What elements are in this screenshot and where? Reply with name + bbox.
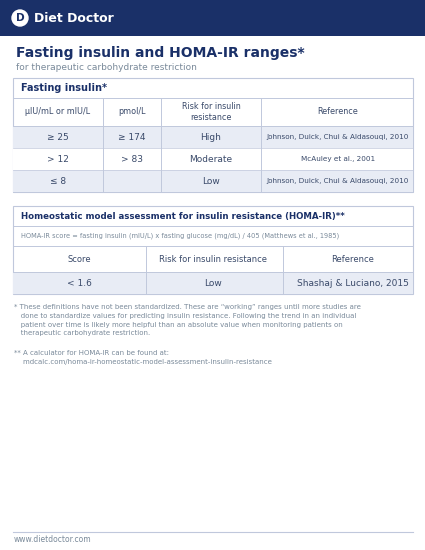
- Text: Johnson, Duick, Chui & Aldasouqi, 2010: Johnson, Duick, Chui & Aldasouqi, 2010: [267, 134, 409, 140]
- FancyBboxPatch shape: [13, 170, 413, 192]
- Text: < 1.6: < 1.6: [67, 278, 91, 288]
- FancyBboxPatch shape: [13, 206, 413, 294]
- Text: Risk for insulin resistance: Risk for insulin resistance: [159, 255, 267, 263]
- Text: ≤ 8: ≤ 8: [50, 177, 66, 185]
- Text: > 12: > 12: [47, 155, 69, 163]
- Text: High: High: [201, 133, 221, 141]
- FancyBboxPatch shape: [13, 148, 413, 170]
- Text: * These definitions have not been standardized. These are “working” ranges until: * These definitions have not been standa…: [14, 304, 361, 336]
- Text: Low: Low: [202, 177, 220, 185]
- Text: D: D: [16, 13, 24, 23]
- Text: Moderate: Moderate: [190, 155, 232, 163]
- FancyBboxPatch shape: [0, 0, 425, 36]
- Text: Fasting insulin*: Fasting insulin*: [21, 83, 107, 93]
- Text: μIU/mL or mIU/L: μIU/mL or mIU/L: [26, 107, 91, 117]
- Text: Shashaj & Luciano, 2015: Shashaj & Luciano, 2015: [297, 278, 409, 288]
- Circle shape: [12, 10, 28, 26]
- FancyBboxPatch shape: [13, 78, 413, 192]
- Text: McAuley et al., 2001: McAuley et al., 2001: [301, 156, 375, 162]
- Text: Johnson, Duick, Chui & Aldasouqi, 2010: Johnson, Duick, Chui & Aldasouqi, 2010: [267, 178, 409, 184]
- Text: for therapeutic carbohydrate restriction: for therapeutic carbohydrate restriction: [16, 63, 197, 72]
- Text: ≥ 25: ≥ 25: [47, 133, 69, 141]
- Text: Homeostatic model assessment for insulin resistance (HOMA-IR)**: Homeostatic model assessment for insulin…: [21, 212, 345, 221]
- Text: pmol/L: pmol/L: [118, 107, 146, 117]
- Text: Diet Doctor: Diet Doctor: [34, 12, 114, 25]
- Text: Low: Low: [204, 278, 222, 288]
- Text: Score: Score: [67, 255, 91, 263]
- Text: Risk for insulin
resistance: Risk for insulin resistance: [181, 102, 241, 122]
- Text: > 83: > 83: [121, 155, 143, 163]
- Text: ≥ 174: ≥ 174: [118, 133, 146, 141]
- Text: HOMA-IR score = fasting insulin (mIU/L) x fasting glucose (mg/dL) / 405 (Matthew: HOMA-IR score = fasting insulin (mIU/L) …: [21, 233, 339, 239]
- FancyBboxPatch shape: [13, 126, 413, 148]
- Text: Fasting insulin and HOMA-IR ranges*: Fasting insulin and HOMA-IR ranges*: [16, 46, 305, 60]
- Text: ** A calculator for HOMA-IR can be found at:
    mdcalc.com/homa-ir-homeostatic-: ** A calculator for HOMA-IR can be found…: [14, 350, 272, 365]
- Text: Reference: Reference: [332, 255, 374, 263]
- FancyBboxPatch shape: [13, 272, 413, 294]
- Text: www.dietdoctor.com: www.dietdoctor.com: [14, 536, 92, 544]
- Text: Reference: Reference: [317, 107, 358, 117]
